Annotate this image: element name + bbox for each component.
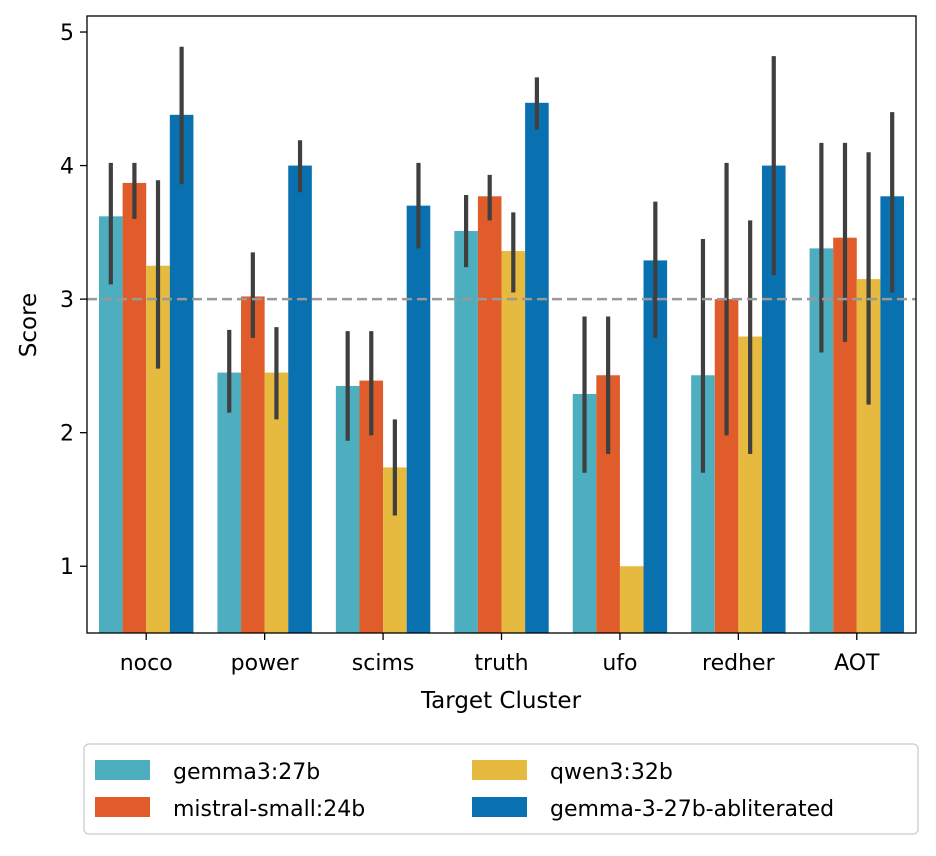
bar-power-gemma3-27b [217,372,242,633]
bar-redher-qwen3-32b [738,336,762,633]
bar-scims-gemma3-27b [335,385,360,633]
legend-frame [83,743,919,835]
y-tick-label: 3 [60,288,74,313]
bar-ufo-gemma3-27b [572,393,597,633]
bar-power-qwen3-32b [264,372,289,633]
bar-scims-qwen3-32b [383,467,407,633]
x-axis-label: Target Cluster [420,688,582,714]
bars-layer [99,102,904,634]
legend-entries: gemma3:27b mistral-small:24b qwen3:32b gemm… [95,760,834,822]
legend-label-2: qwen3:32b [550,760,673,785]
bar-truth-gemma3-27b [454,231,478,634]
x-tick-label-aot: AOT [834,651,880,676]
legend-swatch-1 [95,797,150,817]
bar-redher-mistral-small-24b [714,299,739,633]
legend-swatch-2 [472,760,527,780]
x-tick-label-scims: scims [352,651,415,676]
legend-label-0: gemma3:27b [173,760,320,785]
bar-noco-qwen3-32b [146,265,170,633]
bar-AOT-mistral-small-24b [833,237,857,634]
y-tick-label: 4 [60,155,74,180]
legend: gemma3:27b mistral-small:24b qwen3:32b gemm… [83,743,919,835]
bar-truth-gemma-3-27b-abliterated [525,102,549,633]
legend-swatch-0 [95,760,150,780]
bar-scims-gemma-3-27b-abliterated [406,205,431,633]
bar-truth-qwen3-32b [501,251,526,634]
x-tick-label-redher: redher [702,651,776,676]
x-axis: noco power scims truth ufo redher AOT [120,633,880,676]
y-tick-label: 2 [60,422,74,447]
y-tick-label: 1 [60,555,74,580]
bar-noco-mistral-small-24b [122,182,147,633]
x-tick-label-power: power [231,651,300,676]
bar-redher-gemma3-27b [691,375,715,633]
bar-ufo-qwen3-32b [619,566,644,633]
bar-ufo-mistral-small-24b [596,375,620,633]
y-axis-label: Score [16,293,42,357]
bar-AOT-gemma3-27b [809,248,834,633]
legend-label-1: mistral-small:24b [173,797,365,822]
bar-truth-mistral-small-24b [477,196,502,633]
x-tick-label-ufo: ufo [602,651,637,676]
bar-scims-mistral-small-24b [359,380,384,633]
bar-AOT-gemma-3-27b-abliterated [880,196,904,633]
bar-ufo-gemma-3-27b-abliterated [643,260,668,633]
y-tick-label: 5 [60,21,74,46]
x-tick-label-truth: truth [474,651,528,676]
bar-redher-gemma-3-27b-abliterated [761,165,786,634]
x-tick-label-noco: noco [120,651,173,676]
legend-swatch-3 [472,797,527,817]
bar-power-gemma-3-27b-abliterated [288,165,312,634]
legend-label-3: gemma-3-27b-abliterated [550,797,834,822]
bar-power-mistral-small-24b [241,296,265,633]
bar-AOT-qwen3-32b [856,279,881,633]
y-axis: 1 2 3 4 5 [60,21,87,580]
bar-noco-gemma-3-27b-abliterated [169,114,194,633]
bar-noco-gemma3-27b [99,216,123,633]
